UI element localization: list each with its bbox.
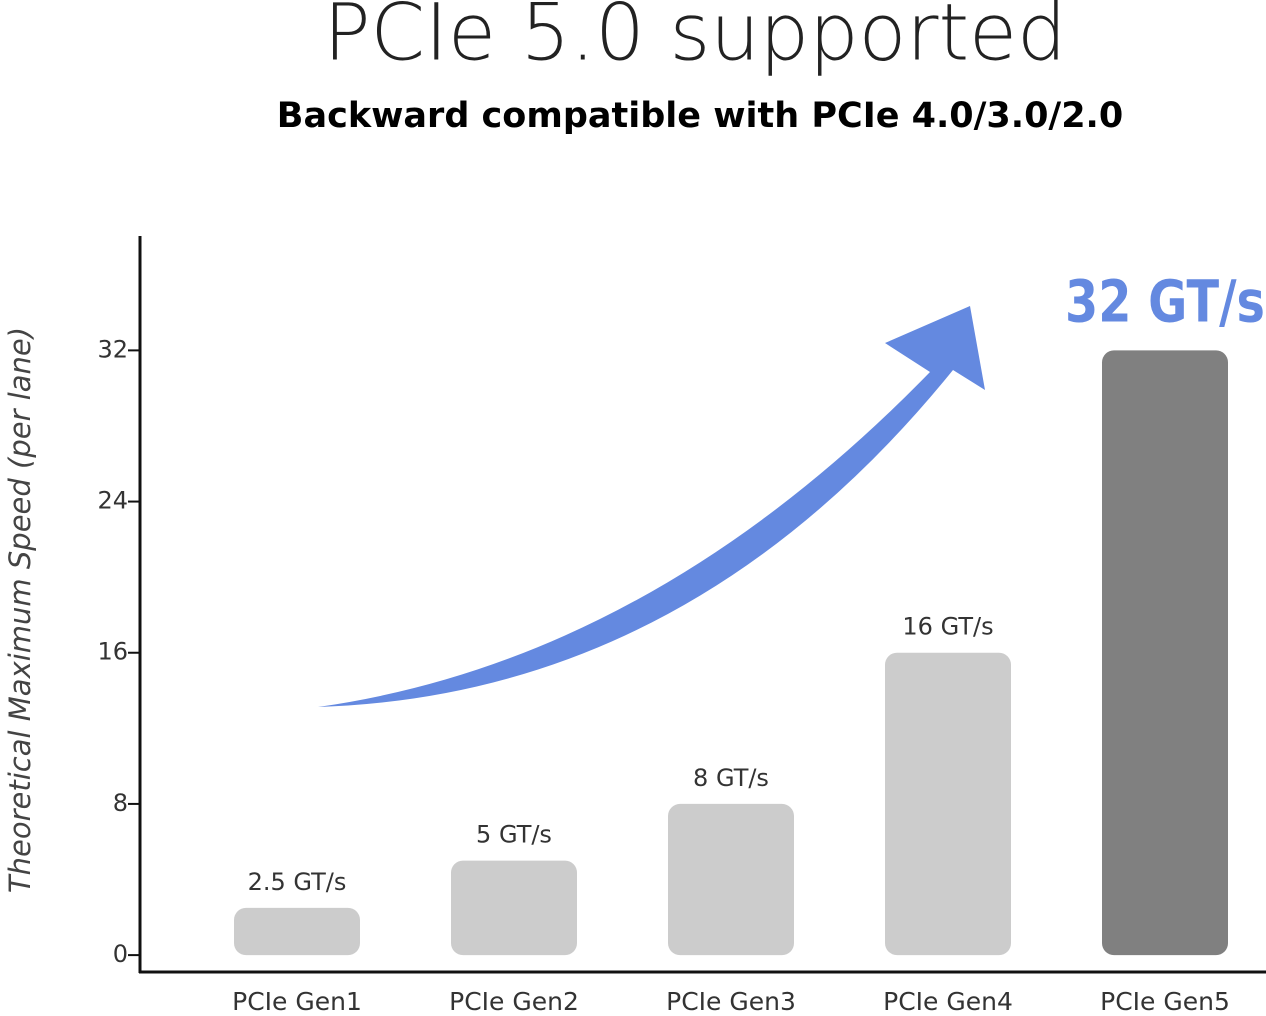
y-tick-label: 32 bbox=[97, 335, 128, 363]
chart-subtitle: Backward compatible with PCIe 4.0/3.0/2.… bbox=[277, 96, 1123, 136]
bar bbox=[1102, 350, 1228, 956]
bar bbox=[234, 907, 360, 956]
x-tick-label: PCIe Gen1 bbox=[232, 987, 362, 1016]
y-tick-label: 8 bbox=[113, 789, 128, 817]
value-label: 32 GT/s bbox=[1065, 267, 1265, 335]
x-tick-label: PCIe Gen2 bbox=[449, 987, 579, 1016]
chart-title: PCIe 5.0 supported bbox=[323, 0, 1066, 79]
y-tick-label: 16 bbox=[97, 638, 128, 666]
x-tick-label: PCIe Gen3 bbox=[666, 987, 796, 1016]
y-axis-label: Theoretical Maximum Speed (per lane) bbox=[3, 327, 37, 893]
value-label: 2.5 GT/s bbox=[248, 868, 347, 896]
bar bbox=[451, 860, 577, 956]
growth-arrow bbox=[318, 306, 985, 707]
y-tick-label: 0 bbox=[113, 940, 128, 968]
bar bbox=[668, 803, 794, 956]
x-tick-label: PCIe Gen5 bbox=[1100, 987, 1230, 1016]
value-label: 16 GT/s bbox=[902, 613, 993, 641]
value-label: 8 GT/s bbox=[693, 764, 769, 792]
value-label: 5 GT/s bbox=[476, 821, 552, 849]
x-tick-label: PCIe Gen4 bbox=[883, 987, 1013, 1016]
bar bbox=[885, 652, 1011, 956]
y-tick-label: 24 bbox=[97, 487, 128, 515]
